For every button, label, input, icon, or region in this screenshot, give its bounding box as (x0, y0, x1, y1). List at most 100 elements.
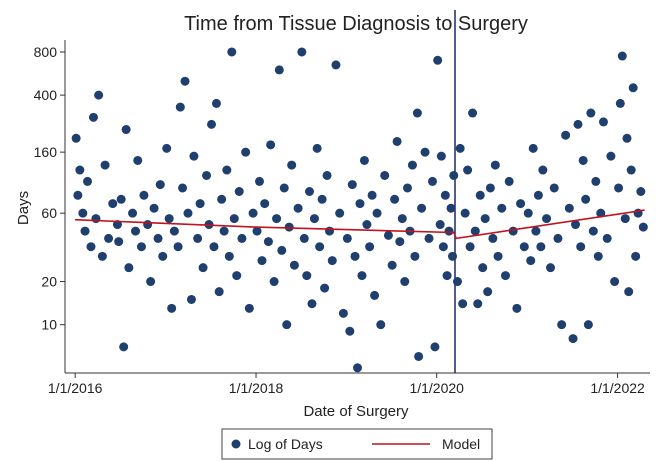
data-point (178, 183, 188, 193)
data-point (448, 251, 458, 261)
data-point (390, 194, 400, 204)
data-point (615, 98, 625, 108)
data-point (162, 143, 172, 153)
data-point (362, 220, 372, 230)
data-point (586, 108, 596, 118)
data-point (195, 199, 205, 209)
data-point (598, 117, 608, 127)
data-point (571, 220, 581, 230)
x-tick-label: 1/1/2020 (409, 380, 464, 396)
data-point (146, 277, 156, 287)
data-point (610, 277, 620, 287)
data-point (307, 299, 317, 309)
data-point (189, 151, 199, 161)
data-point (468, 108, 478, 118)
data-point (402, 183, 412, 193)
data-point (463, 165, 473, 175)
data-point (293, 203, 303, 213)
data-point (531, 226, 541, 236)
data-point (71, 133, 81, 143)
data-point (626, 165, 636, 175)
data-point (564, 203, 574, 213)
legend: Log of Days Model (221, 428, 493, 460)
data-point (446, 203, 456, 213)
legend-box (221, 428, 493, 460)
data-point (325, 226, 335, 236)
data-point (136, 242, 146, 252)
data-point (427, 176, 437, 186)
data-point (581, 194, 591, 204)
data-point (440, 190, 450, 200)
data-point (331, 60, 341, 70)
data-point (88, 112, 98, 122)
data-point (596, 208, 606, 218)
data-point (359, 155, 369, 165)
data-point (533, 190, 543, 200)
data-point (367, 190, 377, 200)
data-point (322, 170, 332, 180)
data-point (80, 226, 90, 236)
data-point (312, 143, 322, 153)
data-point (241, 147, 251, 157)
data-point (214, 287, 224, 297)
data-point (614, 183, 624, 193)
data-point (173, 242, 183, 252)
data-point (430, 342, 440, 352)
data-point (624, 287, 634, 297)
data-point (538, 165, 548, 175)
data-point (395, 237, 405, 247)
data-point (424, 233, 434, 243)
data-point (622, 133, 632, 143)
data-point (557, 320, 567, 330)
data-point (266, 140, 276, 150)
x-tick-label: 1/1/2018 (229, 380, 284, 396)
data-point (227, 47, 237, 57)
data-point (222, 165, 232, 175)
data-point (347, 180, 357, 190)
data-point (523, 208, 533, 218)
data-point (317, 194, 327, 204)
data-point (282, 320, 292, 330)
data-point (353, 363, 362, 373)
data-point (164, 214, 174, 224)
data-point (255, 176, 265, 186)
data-point (315, 242, 325, 252)
data-point (108, 199, 118, 209)
data-point (149, 203, 159, 213)
data-point (442, 271, 452, 281)
data-point (478, 263, 488, 273)
data-point (211, 98, 221, 108)
x-tick-label: 1/1/2016 (48, 380, 103, 396)
data-point (591, 176, 601, 186)
data-point (606, 151, 616, 161)
data-point (500, 271, 510, 281)
data-point (119, 342, 129, 352)
model-line (75, 209, 645, 240)
data-point (549, 183, 559, 193)
data-point (465, 242, 475, 252)
data-point (274, 65, 284, 75)
data-point (277, 245, 287, 255)
data-point (232, 271, 242, 281)
legend-marker (231, 439, 241, 449)
data-point (357, 271, 367, 281)
data-point (516, 199, 526, 209)
data-point (186, 294, 196, 304)
data-point (327, 256, 337, 266)
data-point (470, 226, 480, 236)
data-point (175, 102, 185, 112)
data-point (302, 271, 312, 281)
y-tick-label: 10 (41, 317, 57, 333)
data-point (460, 208, 470, 218)
data-point (244, 303, 254, 313)
data-point (234, 187, 244, 197)
data-point (229, 214, 239, 224)
data-point (153, 233, 163, 243)
data-point (638, 222, 648, 232)
data-point (383, 230, 393, 240)
data-point (260, 199, 270, 209)
data-point (504, 176, 514, 186)
data-point (272, 214, 282, 224)
data-point (438, 242, 448, 252)
